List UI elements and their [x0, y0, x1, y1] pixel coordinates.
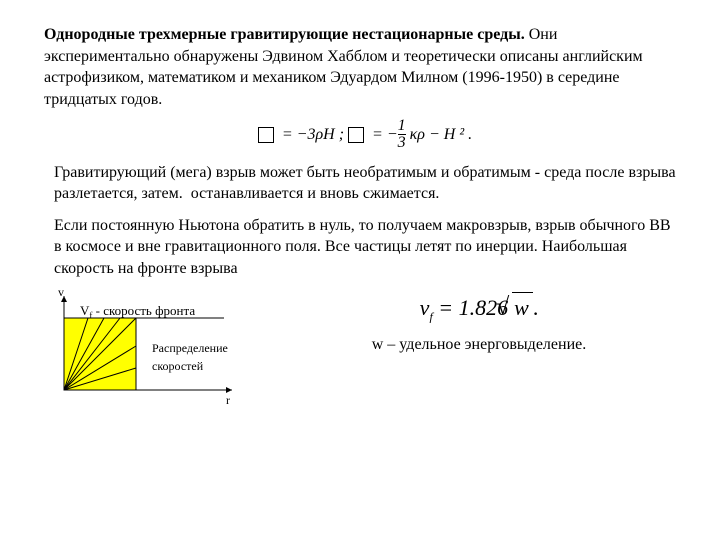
- sqrt-icon: √w: [508, 292, 533, 323]
- bottom-area: v r Vf - скорость фронта Распределение с…: [44, 288, 686, 413]
- eq2-prefix: = −: [372, 126, 398, 143]
- paragraph-1: Гравитирующий (мега) взрыв может быть не…: [54, 162, 682, 205]
- equations-block: = −3ρH ; = −13 κρ − H ² .: [44, 118, 686, 151]
- eq2-fraction: 13: [398, 118, 406, 151]
- vf-lhs: ν: [420, 295, 430, 320]
- equation-icon: [348, 127, 364, 143]
- axis-v-label: v: [58, 284, 64, 300]
- vf-dot: .: [533, 295, 539, 320]
- velocity-diagram: v r Vf - скорость фронта Распределение с…: [44, 288, 264, 413]
- title-paragraph: Однородные трехмерные гравитирующие нест…: [44, 24, 686, 110]
- vf-label: Vf - скорость фронта: [80, 302, 195, 322]
- title-bold: Однородные трехмерные гравитирующие нест…: [44, 26, 525, 43]
- dist-label-2: скоростей: [152, 358, 203, 374]
- w-note: w – удельное энерговыделение.: [272, 334, 686, 356]
- equation-2: = −13 κρ − H ² .: [348, 118, 472, 151]
- paragraph-2: Если постоянную Ньютона обратить в нуль,…: [54, 215, 682, 280]
- equation-1: = −3ρH ;: [258, 124, 344, 146]
- right-column: νf = 1.826√w. w – удельное энерговыделен…: [264, 288, 686, 356]
- axis-r-label: r: [226, 392, 230, 408]
- dist-label-1: Распределение: [152, 340, 228, 356]
- equation-icon: [258, 127, 274, 143]
- eq2-suffix: κρ − H ² .: [406, 126, 473, 143]
- equation-1-text: = −3ρH ;: [282, 126, 344, 143]
- vf-equation: νf = 1.826√w.: [272, 292, 686, 325]
- vf-rad: w: [512, 292, 533, 323]
